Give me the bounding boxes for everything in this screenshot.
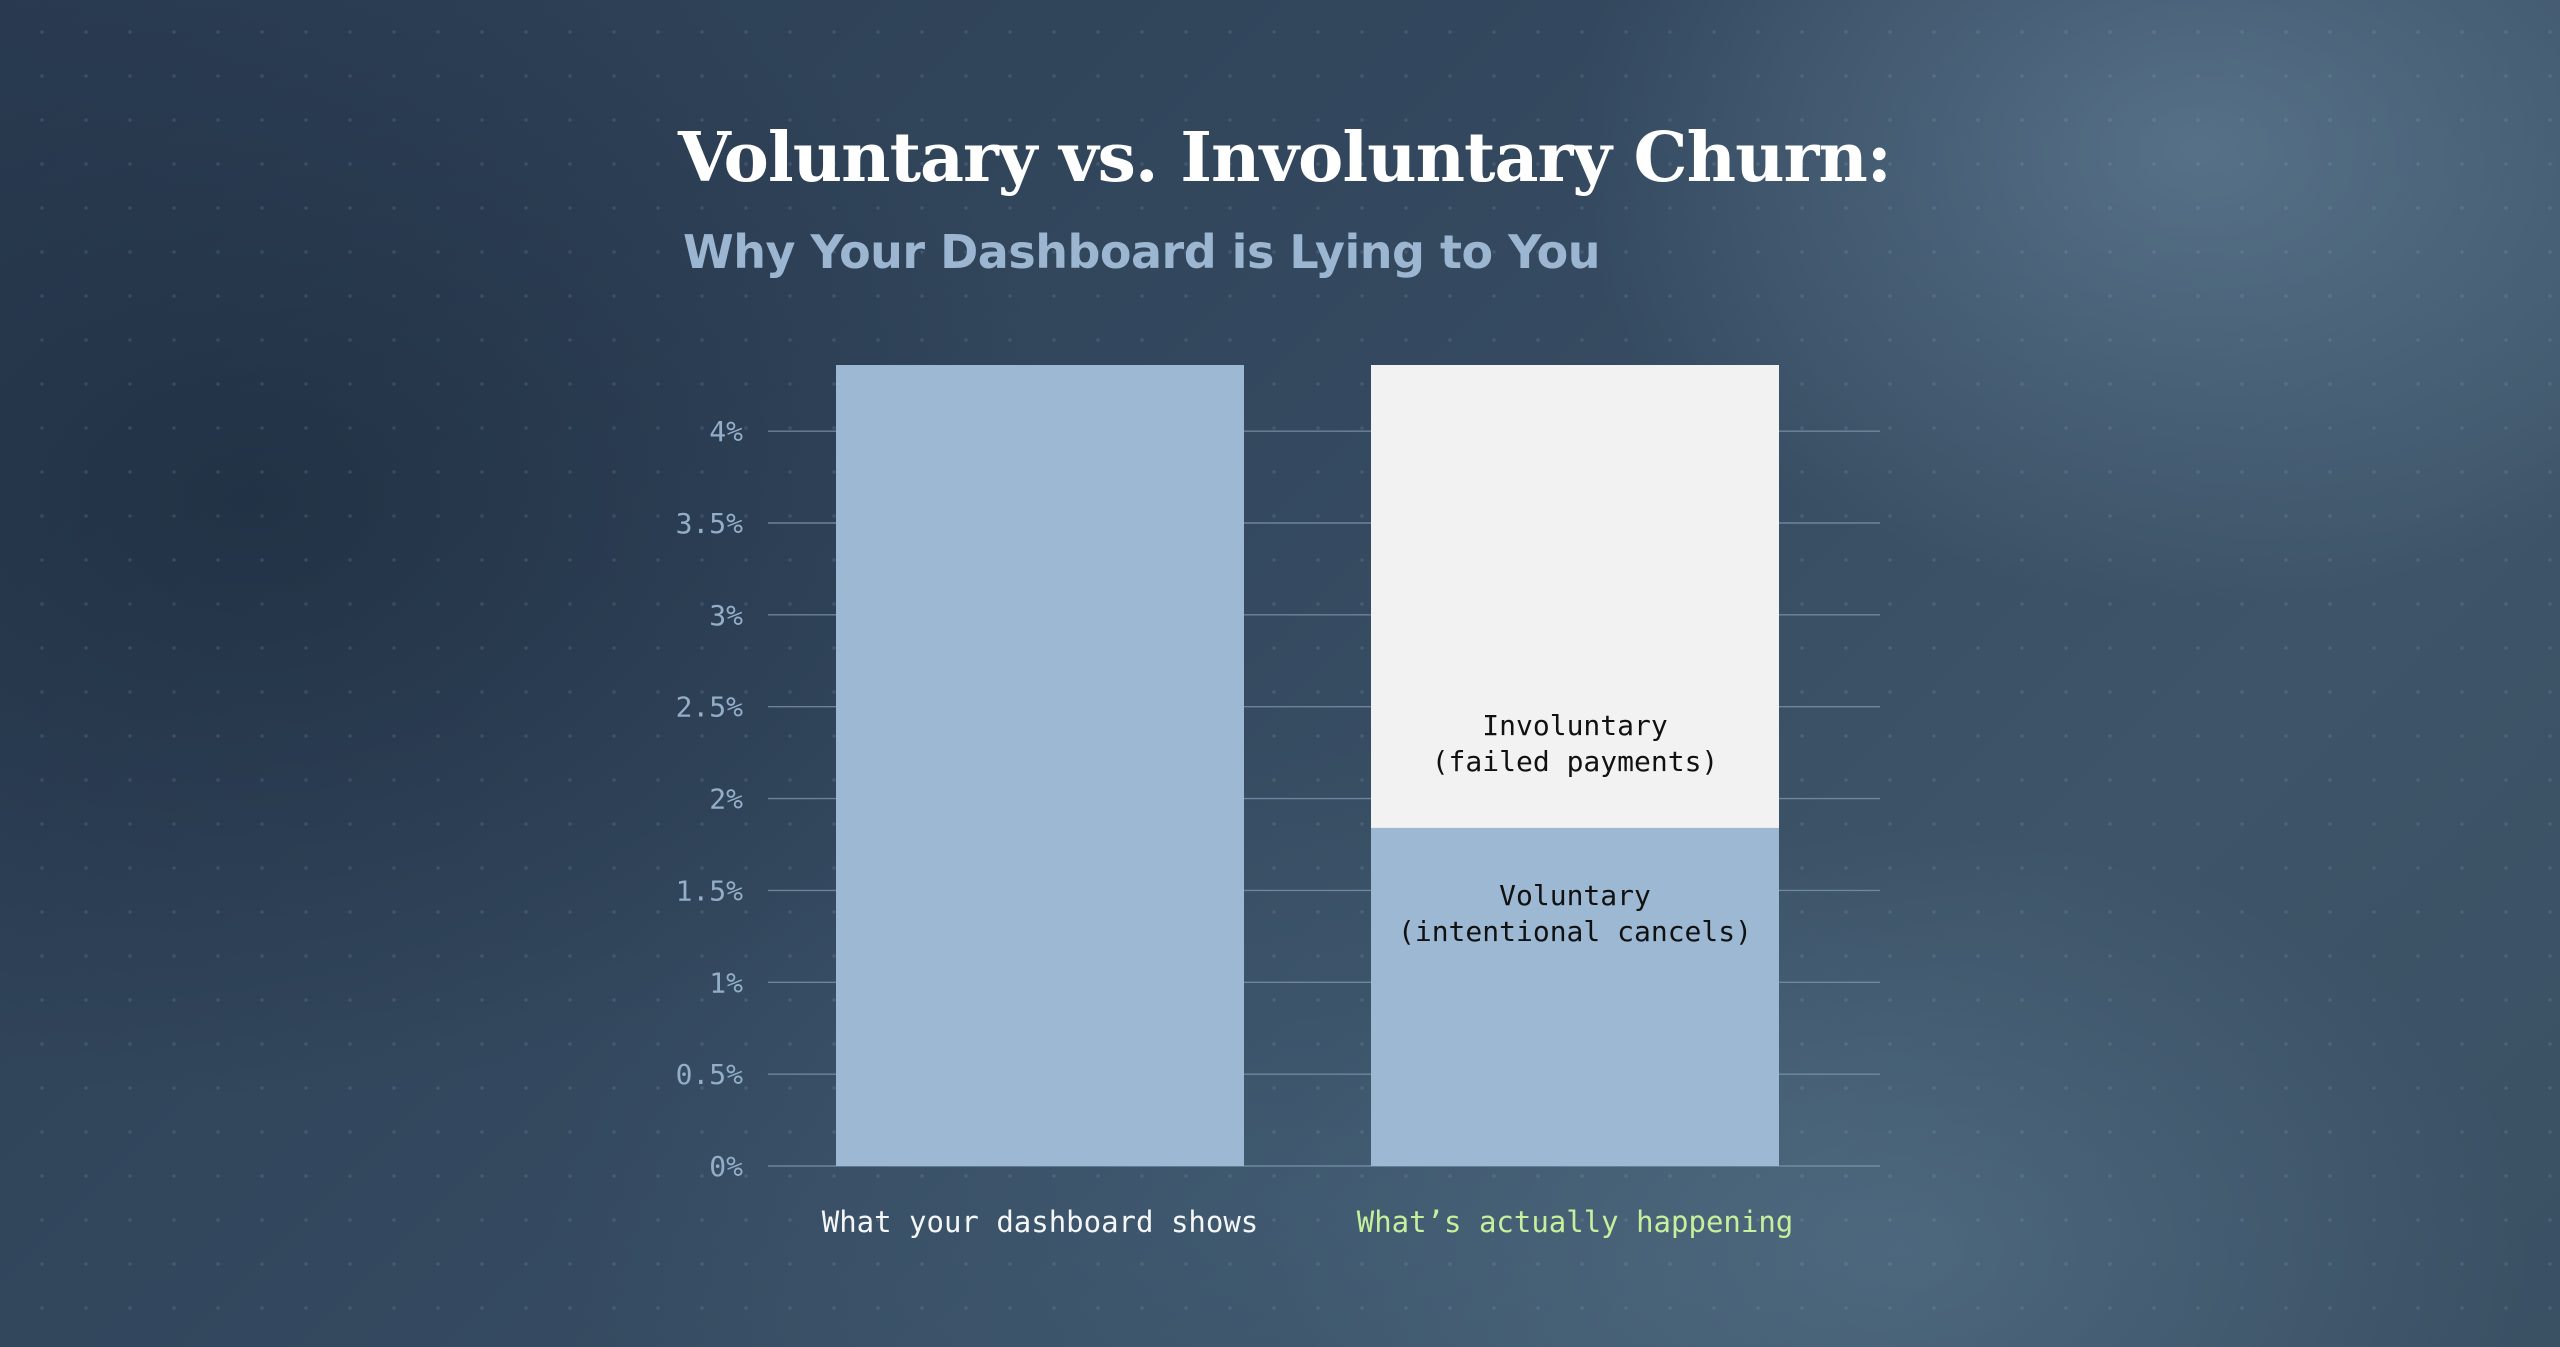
y-tick-label: 2.5% <box>676 691 744 724</box>
y-axis-tick-labels: 0% 0.5% 1% 1.5% 2% 2.5% 3% 3.5% 4% <box>676 415 744 1183</box>
y-tick-label: 0.5% <box>676 1058 744 1091</box>
segment-labels: Voluntary (intentional cancels) Involuntar… <box>1398 709 1752 948</box>
bar-segment <box>1371 827 1779 1166</box>
chart-subtitle: Why Your Dashboard is Lying to You <box>683 225 1601 279</box>
y-tick-label: 0% <box>709 1150 743 1183</box>
category-labels: What your dashboard shows What’s actually… <box>822 1205 1794 1239</box>
y-tick-label: 3% <box>709 599 743 632</box>
y-tick-label: 1.5% <box>676 874 744 907</box>
bar-segment <box>836 365 1244 1166</box>
y-tick-label: 3.5% <box>676 507 744 540</box>
bars <box>836 365 1779 1166</box>
category-label: What’s actually happening <box>1357 1205 1794 1239</box>
voluntary-segment-label: Voluntary (intentional cancels) <box>1398 879 1752 948</box>
involuntary-segment-label: Involuntary (failed payments) <box>1432 709 1719 778</box>
bar-segment <box>1371 365 1779 828</box>
y-tick-label: 2% <box>709 783 743 816</box>
y-tick-label: 4% <box>709 415 743 448</box>
category-label: What your dashboard shows <box>822 1205 1259 1239</box>
y-tick-label: 1% <box>709 966 743 999</box>
chart-title: Voluntary vs. Involuntary Churn: <box>678 118 1892 198</box>
